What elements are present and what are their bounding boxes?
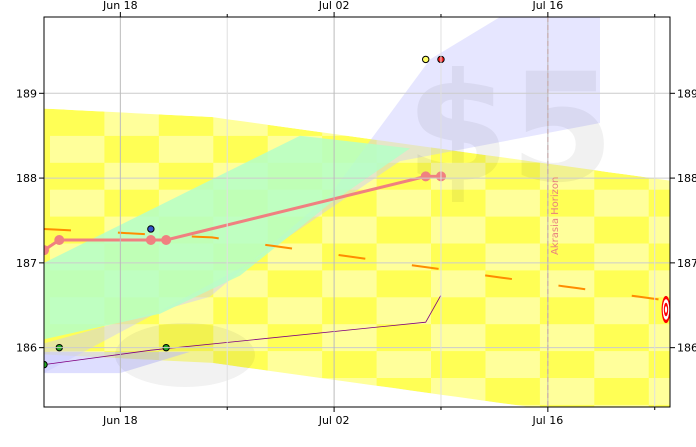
road-check-cell <box>539 378 595 405</box>
road-check-cell <box>322 324 377 352</box>
road-check-cell <box>485 351 540 378</box>
mask-top <box>44 17 670 181</box>
road-check-cell <box>648 270 670 298</box>
road-check-cell <box>594 189 649 217</box>
road-check-cell <box>322 216 377 244</box>
datapoint <box>147 225 155 233</box>
x-tick-label-top: Jun 18 <box>102 0 138 12</box>
road-check-cell <box>50 135 105 163</box>
x-tick-label-top: Jul 16 <box>531 0 563 12</box>
y-tick-label-left: 189 <box>16 87 37 100</box>
datapoint <box>422 55 430 64</box>
x-tick-label-bottom: Jul 16 <box>531 414 563 427</box>
road-centreline <box>44 228 670 302</box>
aggregate-point <box>145 234 156 245</box>
aggregate-point <box>161 234 172 245</box>
y-tick-label-left: 186 <box>16 342 37 355</box>
y-tick-label-left: 188 <box>16 172 37 185</box>
y-tick-label-right: 187 <box>677 257 696 270</box>
moving-average-line <box>44 294 442 365</box>
akrasia-horizon-label: Akrasia Horizon <box>550 177 561 255</box>
road-check-cell <box>431 324 486 352</box>
x-tick-label-bottom: Jun 18 <box>102 414 138 427</box>
y-tick-label-right: 186 <box>677 342 696 355</box>
road-check-cell <box>539 324 595 352</box>
y-tick-label-right: 189 <box>677 87 696 100</box>
road-check-cell <box>376 297 431 325</box>
road-check-cell <box>594 404 649 407</box>
y-tick-label-left: 187 <box>16 257 37 270</box>
road-check-cell <box>594 351 649 378</box>
road-check-cell <box>485 243 540 271</box>
road-check-cell <box>158 135 214 163</box>
road-check-cell <box>376 351 431 378</box>
road-check-cell <box>648 324 670 352</box>
target-bullseye-ring <box>664 306 668 313</box>
road-check-cell <box>594 297 649 325</box>
road-check-cell <box>104 162 159 190</box>
x-tick-label-top: Jul 02 <box>318 0 350 12</box>
road-check-cell <box>267 243 323 271</box>
road-check-cell <box>648 216 670 244</box>
road-check-cell <box>322 270 377 298</box>
aggregate-point <box>420 171 431 182</box>
road-check-cell <box>213 324 268 352</box>
y-tick-label-right: 188 <box>677 172 696 185</box>
aggregate-point <box>54 234 65 245</box>
x-tick-label-bottom: Jul 02 <box>318 414 350 427</box>
purple-band-top <box>44 17 600 374</box>
aggregate-point <box>44 245 49 256</box>
skull-watermark <box>115 323 255 387</box>
road-check-cell <box>431 216 486 244</box>
road-check-cell <box>267 297 323 325</box>
road-check-cell <box>485 189 540 217</box>
watermark-text: $5 <box>406 42 615 216</box>
road-check-cell <box>431 270 486 298</box>
purple-band-bottom <box>44 351 190 374</box>
road-check-cell <box>50 189 105 217</box>
mask-bottom <box>44 354 530 407</box>
plot-frame <box>43 16 671 408</box>
road-check-cell <box>539 270 595 298</box>
road-check-cell <box>539 216 595 244</box>
road-check-cell <box>376 189 431 217</box>
road-check-cell <box>594 243 649 271</box>
road-check-cell <box>485 297 540 325</box>
road-check-cell <box>648 378 670 405</box>
road-check-cell <box>104 324 159 352</box>
datapoint <box>44 360 48 369</box>
